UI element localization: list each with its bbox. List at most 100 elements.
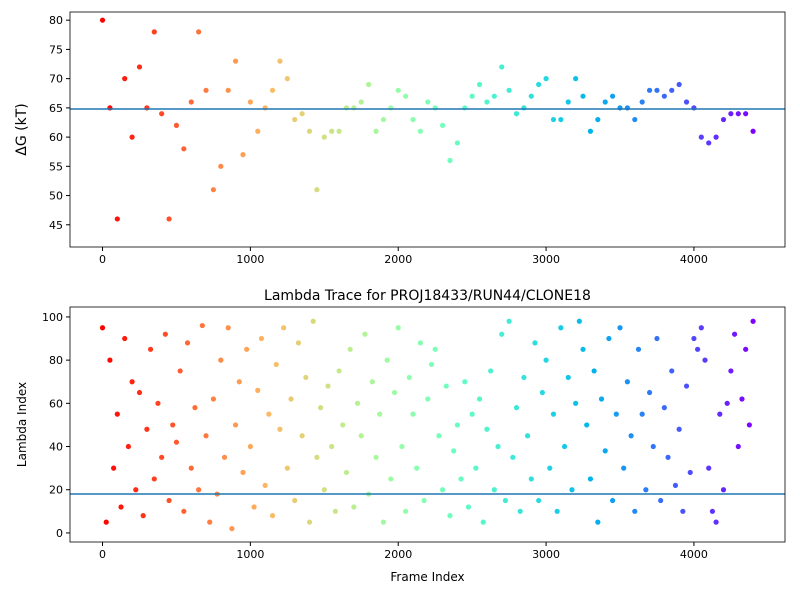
point [406, 374, 412, 381]
point [473, 465, 479, 471]
point [462, 379, 468, 385]
point [639, 99, 645, 105]
y-tick-label: 50 [49, 190, 63, 203]
point [188, 465, 194, 471]
point [698, 134, 704, 140]
point [709, 508, 716, 514]
point [351, 504, 357, 510]
point [247, 443, 253, 450]
point [584, 422, 590, 428]
x-tick-label: 2000 [384, 253, 412, 266]
point [469, 411, 475, 417]
point [321, 487, 327, 493]
point [691, 335, 697, 342]
point [746, 422, 752, 428]
point [162, 331, 168, 337]
point [225, 325, 231, 331]
panel: 0 1000 2000 3000 4000 45 50 55 60 65 70 75 80 ΔG (kT) [14, 11, 786, 266]
point [543, 76, 549, 82]
x-tick-label: 0 [99, 253, 106, 266]
point [695, 346, 701, 352]
point [565, 374, 571, 381]
point [232, 422, 239, 428]
point [173, 122, 180, 129]
point [192, 405, 198, 411]
point [528, 93, 534, 99]
point [728, 111, 734, 117]
point [610, 93, 616, 99]
point [103, 519, 109, 525]
point [262, 482, 268, 489]
point [687, 469, 693, 476]
point [403, 508, 409, 514]
x-tick-label: 4000 [680, 548, 708, 561]
point [329, 128, 335, 134]
point [306, 128, 313, 134]
point [706, 140, 712, 146]
point [358, 99, 364, 105]
y-tick-label: 45 [49, 219, 63, 232]
point [683, 383, 690, 389]
point [432, 346, 438, 352]
y-tick-label: 80 [49, 14, 63, 27]
point [683, 99, 690, 105]
point [203, 433, 209, 439]
point [251, 504, 257, 510]
point [366, 81, 372, 88]
point [646, 389, 653, 396]
point [347, 346, 353, 352]
point [447, 513, 453, 519]
point [277, 58, 283, 64]
point [299, 433, 305, 439]
point [454, 422, 460, 428]
point [484, 426, 490, 432]
point [513, 111, 520, 117]
y-tick-label: 70 [49, 73, 63, 86]
point [491, 487, 497, 493]
point [384, 357, 390, 363]
point [672, 482, 679, 489]
point [439, 487, 446, 493]
point [469, 93, 475, 99]
point [166, 497, 172, 504]
point [458, 476, 464, 482]
point [587, 476, 594, 482]
point [598, 396, 605, 402]
point [144, 426, 150, 432]
point [654, 335, 660, 342]
point [743, 111, 749, 117]
point [281, 325, 287, 331]
point [561, 443, 568, 450]
point [602, 99, 608, 105]
point [617, 325, 623, 331]
point [543, 357, 549, 363]
point [410, 116, 416, 123]
point [122, 335, 128, 342]
point [739, 396, 745, 402]
point [136, 64, 143, 70]
point [133, 487, 139, 493]
point [107, 357, 113, 363]
point [720, 116, 727, 123]
point [521, 374, 527, 381]
point [621, 465, 627, 471]
point [410, 411, 416, 417]
point [436, 433, 442, 439]
y-tick-label: 20 [49, 484, 63, 497]
point [199, 322, 205, 329]
point [306, 519, 313, 525]
point [210, 187, 217, 193]
point [292, 497, 298, 504]
point [314, 454, 320, 460]
point [735, 111, 741, 117]
point [196, 29, 202, 35]
point [658, 497, 664, 504]
point [340, 422, 346, 428]
point [661, 405, 667, 411]
point [369, 379, 375, 385]
point [329, 443, 335, 450]
point [292, 116, 298, 123]
y-tick-label: 65 [49, 102, 63, 115]
point [665, 454, 671, 460]
